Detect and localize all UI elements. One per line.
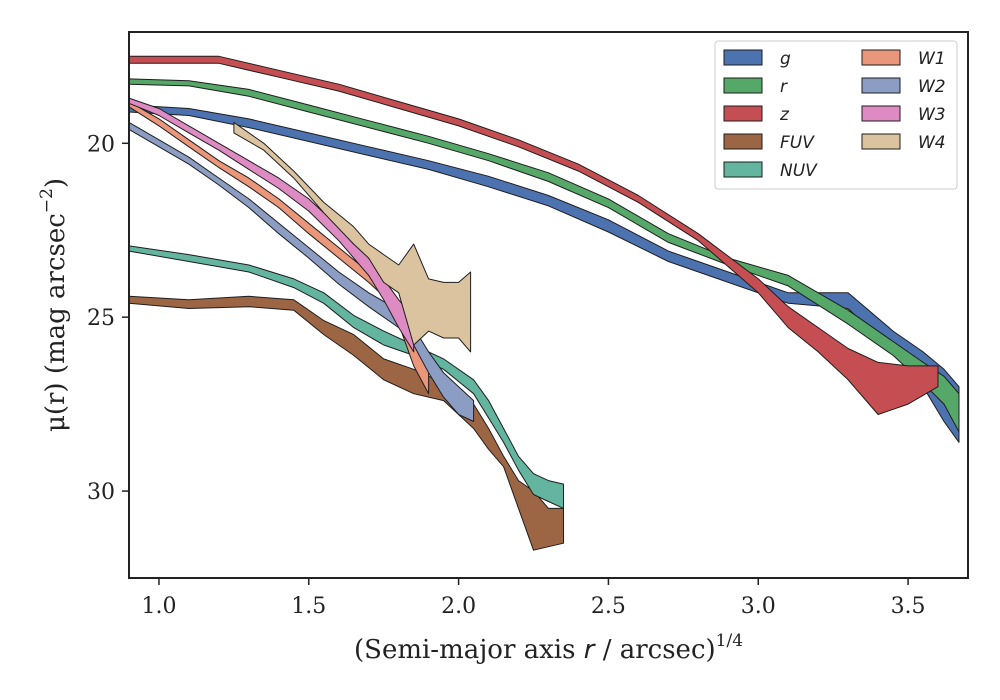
legend-swatch-r [723, 77, 763, 94]
legend-swatch-z [723, 105, 763, 122]
y-tick-label: 20 [87, 132, 115, 157]
legend-swatch-nuv [723, 161, 763, 178]
legend-swatch-w3 [861, 105, 901, 122]
series-area-w2 [128, 121, 475, 422]
legend-label-w1: W1 [918, 49, 946, 69]
x-tick-label: 2.5 [591, 594, 626, 619]
legend-label-w2: W2 [918, 77, 946, 97]
y-tick-label: 30 [87, 480, 115, 505]
legend-label-w4: W4 [918, 133, 946, 153]
legend: grz FUV NUV W1 W2 W3 W4 [714, 40, 958, 190]
series-area-nuv [128, 245, 564, 509]
legend-swatch-w2 [861, 77, 901, 94]
series-area-z [128, 55, 939, 415]
plot-frame [128, 31, 969, 579]
legend-label-r: r [780, 77, 788, 97]
x-tick-label: 1.0 [141, 594, 176, 619]
legend-label-z: z [779, 105, 790, 125]
series-area-w1 [128, 101, 430, 395]
x-tick-label: 1.5 [291, 594, 326, 619]
y-axis-ticks: 20 25 30 [87, 132, 129, 505]
x-axis-ticks: 1.0 1.5 2.0 2.5 3.0 3.5 [141, 578, 926, 619]
series-area-r [128, 78, 960, 433]
series-area-w3 [128, 97, 415, 353]
legend-swatch-fuv [723, 133, 763, 150]
legend-label-g: g [780, 49, 791, 69]
legend-swatch-g [723, 49, 763, 66]
y-tick-label: 25 [87, 306, 115, 331]
legend-swatch-w1 [861, 49, 901, 66]
legend-swatch-w4 [861, 133, 901, 150]
legend-label-nuv: NUV [780, 161, 818, 181]
legend-label-w3: W3 [918, 105, 946, 125]
x-axis-label: (Semi-major axis r / arcsec)1/4 [354, 631, 743, 665]
series-area-w4 [233, 121, 472, 353]
series-area-g [128, 104, 960, 443]
series-areas [128, 55, 960, 551]
y-axis-label: μ(r) (mag arcsec−2) [37, 178, 71, 432]
x-tick-label: 2.0 [441, 594, 476, 619]
legend-label-fuv: FUV [780, 133, 815, 153]
series-area-fuv [128, 295, 564, 551]
x-tick-label: 3.5 [891, 594, 926, 619]
x-tick-label: 3.0 [741, 594, 776, 619]
